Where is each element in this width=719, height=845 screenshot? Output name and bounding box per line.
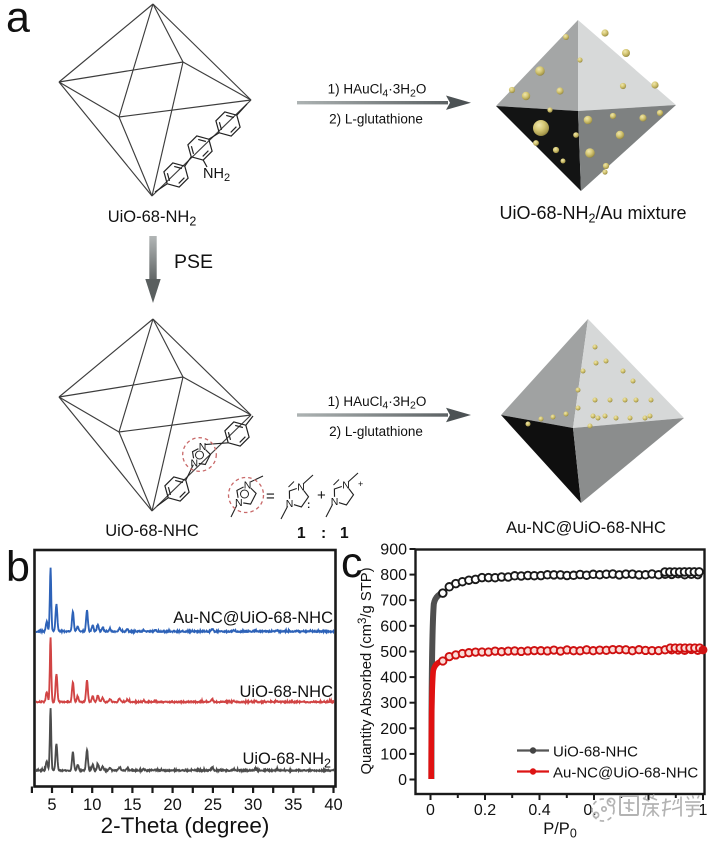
svg-text:500: 500 (380, 644, 407, 661)
svg-text:1: 1 (340, 525, 349, 542)
svg-text:Au-NC@UiO-68-NHC: Au-NC@UiO-68-NHC (506, 519, 666, 537)
svg-text:35: 35 (284, 796, 302, 814)
svg-text:UiO-68-NH2/Au mixture: UiO-68-NH2/Au mixture (500, 203, 687, 226)
svg-text:N: N (191, 457, 199, 469)
svg-text:1) HAuCl4·3H2O: 1) HAuCl4·3H2O (328, 394, 427, 412)
svg-text:1: 1 (297, 525, 306, 542)
svg-text:300: 300 (380, 695, 407, 712)
svg-text:1) HAuCl4·3H2O: 1) HAuCl4·3H2O (328, 82, 427, 100)
svg-text:25: 25 (204, 796, 222, 814)
svg-text:+: + (358, 479, 363, 489)
svg-text:b: b (6, 543, 30, 591)
svg-text:UiO-68-NHC: UiO-68-NHC (105, 522, 199, 540)
svg-text:0.2: 0.2 (474, 802, 496, 819)
svg-text:=: = (266, 488, 275, 505)
svg-text:0: 0 (426, 802, 435, 819)
svg-text:0.4: 0.4 (528, 802, 550, 819)
svg-text:2) L-glutathione: 2) L-glutathione (329, 424, 423, 439)
svg-text:N: N (244, 480, 252, 492)
svg-text:10: 10 (83, 796, 101, 814)
svg-text:600: 600 (380, 618, 407, 635)
svg-text:15: 15 (123, 796, 141, 814)
svg-text:2-Theta (degree): 2-Theta (degree) (101, 813, 270, 838)
svg-text:UiO-68-NH2: UiO-68-NH2 (242, 750, 331, 771)
svg-text:PSE: PSE (174, 251, 213, 273)
svg-text:Au-NC@UiO-68-NHC: Au-NC@UiO-68-NHC (553, 765, 698, 782)
svg-text:UiO-68-NH2: UiO-68-NH2 (108, 208, 197, 229)
svg-text:800: 800 (380, 567, 407, 584)
svg-text:c: c (341, 539, 363, 587)
svg-text:Quantity Absorbed (cm3/g STP): Quantity Absorbed (cm3/g STP) (357, 567, 375, 774)
svg-text:40: 40 (324, 796, 342, 814)
svg-text:+: + (317, 487, 326, 504)
svg-text:200: 200 (380, 721, 407, 738)
svg-text:100: 100 (380, 746, 407, 763)
svg-text:N: N (199, 441, 207, 453)
svg-text:NH2: NH2 (203, 166, 230, 184)
svg-text:N: N (297, 482, 305, 494)
svg-text:0: 0 (398, 772, 407, 789)
svg-text:2) L-glutathione: 2) L-glutathione (329, 112, 423, 127)
svg-text:N: N (342, 480, 350, 492)
svg-text:900: 900 (380, 542, 407, 559)
svg-text:a: a (6, 0, 30, 42)
svg-text:700: 700 (380, 593, 407, 610)
svg-text:1: 1 (699, 802, 708, 819)
svg-text:N: N (235, 497, 243, 509)
svg-text:30: 30 (244, 796, 262, 814)
svg-text::: : (321, 525, 326, 542)
svg-text:N: N (286, 498, 294, 510)
svg-text::: : (307, 500, 310, 511)
svg-text:UiO-68-NHC: UiO-68-NHC (553, 744, 638, 761)
svg-text:Au-NC@UiO-68-NHC: Au-NC@UiO-68-NHC (173, 609, 333, 627)
svg-text:5: 5 (47, 796, 56, 814)
svg-text:20: 20 (163, 796, 181, 814)
svg-text:P/P0: P/P0 (543, 820, 577, 840)
svg-text:UiO-68-NHC: UiO-68-NHC (239, 683, 333, 701)
svg-text:400: 400 (380, 670, 407, 687)
svg-text:N: N (331, 496, 339, 508)
